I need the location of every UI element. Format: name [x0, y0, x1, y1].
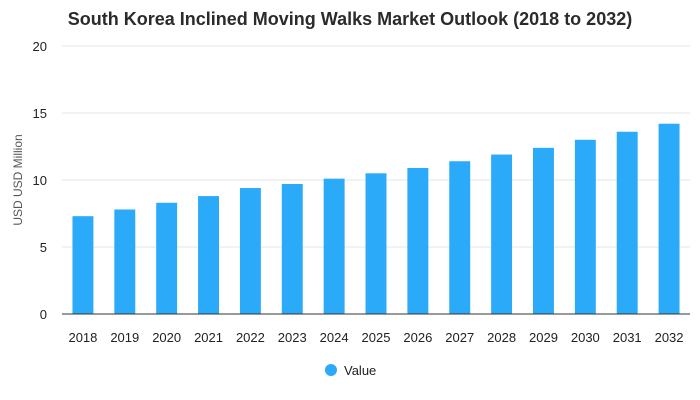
y-axis-label: USD USD Million	[11, 134, 25, 225]
legend-label-value[interactable]: Value	[344, 363, 376, 378]
bar-2021[interactable]	[198, 196, 219, 314]
x-tick-label: 2018	[68, 330, 97, 345]
bar-2024[interactable]	[323, 178, 345, 314]
x-tick-label: 2032	[655, 330, 684, 345]
bar-2020[interactable]	[156, 202, 178, 314]
bar-2018[interactable]	[72, 216, 94, 314]
legend[interactable]: Value	[325, 363, 376, 378]
x-tick-label: 2025	[362, 330, 391, 345]
x-tick-label: 2026	[403, 330, 432, 345]
legend-swatch-value[interactable]	[325, 364, 337, 376]
x-tick-label: 2029	[529, 330, 558, 345]
x-tick-label: 2020	[152, 330, 181, 345]
y-tick-label: 0	[40, 307, 47, 322]
x-tick-label: 2028	[487, 330, 516, 345]
chart-title: South Korea Inclined Moving Walks Market…	[68, 9, 632, 29]
x-tick-label: 2022	[236, 330, 265, 345]
bar-2023[interactable]	[281, 184, 303, 314]
y-tick-label: 5	[40, 240, 47, 255]
x-tick-label: 2024	[320, 330, 349, 345]
y-tick-label: 15	[33, 106, 47, 121]
x-tick-label: 2023	[278, 330, 307, 345]
x-tick-label: 2019	[110, 330, 139, 345]
x-tick-label: 2027	[445, 330, 474, 345]
bar-2032[interactable]	[658, 123, 680, 314]
x-tick-label: 2030	[571, 330, 600, 345]
bar-2030[interactable]	[574, 139, 596, 314]
bar-2029[interactable]	[533, 147, 554, 314]
bar-2026[interactable]	[407, 167, 429, 314]
y-tick-label: 10	[33, 173, 47, 188]
bar-2019[interactable]	[114, 209, 136, 314]
bar-2031[interactable]	[616, 131, 638, 314]
x-axis-ticks: 2018 2019 2020 2021 2022 2023 2024 2025 2026 2027…	[68, 330, 683, 345]
x-tick-label: 2021	[194, 330, 223, 345]
bar-2028[interactable]	[491, 154, 513, 314]
y-axis-ticks: 0 5 10 15 20	[33, 39, 47, 322]
bar-2027[interactable]	[449, 161, 471, 314]
bar-2025[interactable]	[365, 173, 387, 314]
bars	[72, 123, 680, 314]
x-tick-label: 2031	[613, 330, 642, 345]
bar-2022[interactable]	[239, 188, 261, 314]
y-tick-label: 20	[33, 39, 47, 54]
